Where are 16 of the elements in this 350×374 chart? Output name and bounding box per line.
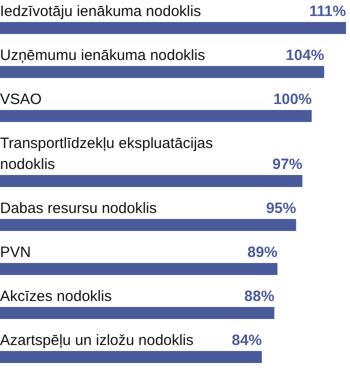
data-label: 111%: [309, 3, 346, 20]
data-label: 89%: [247, 244, 278, 261]
y-tick-label: VSAO: [0, 91, 42, 108]
y-tick-label: PVN: [0, 244, 31, 261]
y-tick-label: Dabas resursu nodoklis: [0, 200, 157, 217]
data-label: 100%: [273, 91, 312, 108]
data-label: 104%: [286, 47, 324, 64]
y-tick-label: Azartspēļu un izložu nodoklis: [0, 332, 194, 349]
data-label: 95%: [266, 200, 296, 217]
y-tick-label: Transportlīdzekļu ekspluatācijas nodoklis: [0, 135, 213, 173]
y-tick-label: Akcīzes nodoklis: [0, 288, 112, 305]
y-tick-label: Iedzīvotāju ienākuma nodoklis: [0, 3, 201, 20]
y-tick-label: Uzņēmumu ienākuma nodoklis: [0, 47, 206, 64]
data-label: 97%: [272, 156, 302, 173]
data-label: 88%: [244, 288, 274, 305]
data-label: 84%: [232, 332, 262, 349]
